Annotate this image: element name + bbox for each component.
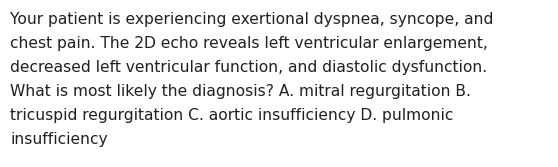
Text: tricuspid regurgitation C. aortic insufficiency D. pulmonic: tricuspid regurgitation C. aortic insuff… — [10, 108, 453, 123]
Text: chest pain. The 2D echo reveals left ventricular enlargement,: chest pain. The 2D echo reveals left ven… — [10, 36, 488, 51]
Text: What is most likely the diagnosis? A. mitral regurgitation B.: What is most likely the diagnosis? A. mi… — [10, 84, 471, 99]
Text: decreased left ventricular function, and diastolic dysfunction.: decreased left ventricular function, and… — [10, 60, 487, 75]
Text: Your patient is experiencing exertional dyspnea, syncope, and: Your patient is experiencing exertional … — [10, 12, 493, 27]
Text: insufficiency: insufficiency — [10, 132, 108, 147]
